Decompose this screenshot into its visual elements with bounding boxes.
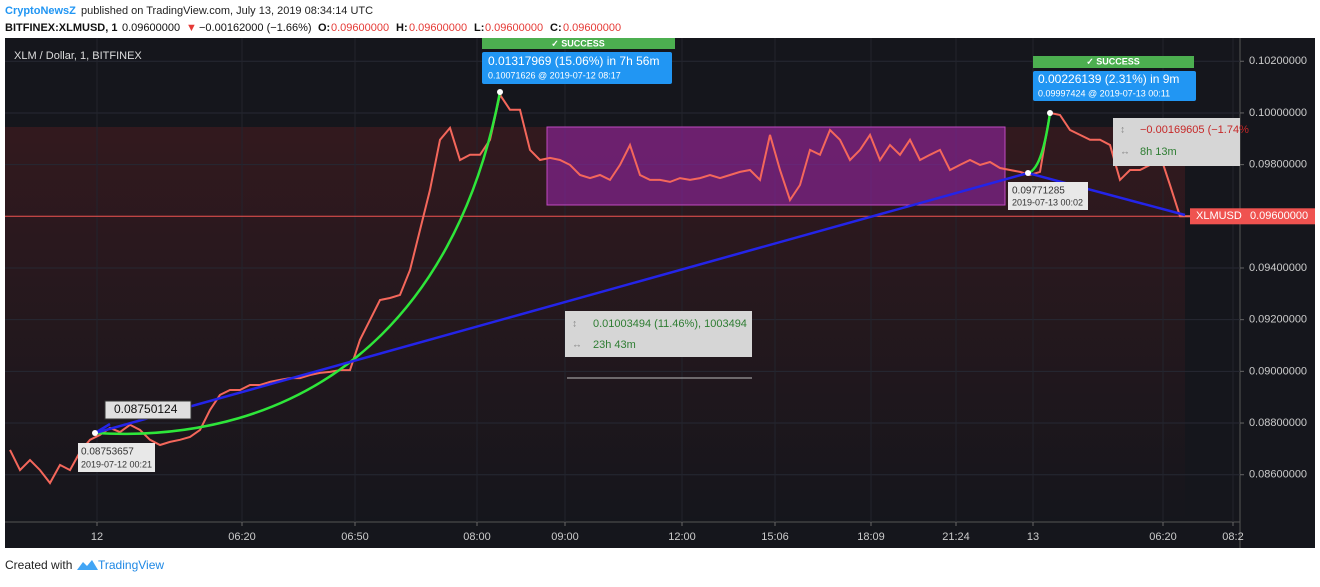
success: ✓ SUCCESS <box>551 38 605 48</box>
success-box <box>1033 56 1194 68</box>
footer-bg <box>0 548 1320 582</box>
measure-box <box>1113 118 1240 166</box>
x-tick-label: 06:50 <box>341 531 369 543</box>
price-label: 0.09600000 <box>1250 210 1308 222</box>
logo <box>77 560 98 570</box>
arrow: ▼ <box>186 22 197 34</box>
target: 0.10071626 @ 2019-07-12 08:17 <box>488 70 621 80</box>
y-tick-label: 0.09400000 <box>1249 262 1307 274</box>
price-series <box>9 92 1190 485</box>
measure-span: 8h 13m <box>1140 146 1177 158</box>
close: 0.09600000 <box>563 22 621 34</box>
y-tick-label: 0.08600000 <box>1249 469 1307 481</box>
x-tick-label: 12 <box>91 531 103 543</box>
legend: XLM / Dollar, 1, BITFINEX <box>14 50 142 62</box>
high: 0.09600000 <box>409 22 467 34</box>
symbol: BITFINEX:XLMUSD, 1 <box>5 22 117 34</box>
point <box>1047 110 1053 116</box>
y-tick-label: 0.10000000 <box>1249 107 1307 119</box>
series <box>5 92 1240 485</box>
curve <box>1027 112 1052 175</box>
measure-range: 0.01003494 (11.46%), 1003494 <box>593 318 747 330</box>
x-tick-label: 21:24 <box>942 531 970 543</box>
gain: 0.01317969 (15.06%) in 7h 56m <box>488 54 659 68</box>
x-tick-label: 12:00 <box>668 531 696 543</box>
published: published on TradingView.com, July 13, 2… <box>81 5 373 17</box>
x-tick-label: 06:20 <box>228 531 256 543</box>
c-label: C: <box>550 22 562 34</box>
open: 0.09600000 <box>331 22 389 34</box>
label-box <box>78 443 155 472</box>
brand: TradingView <box>98 558 164 572</box>
cursor-price: 0.08750124 <box>114 402 178 416</box>
o-label: O: <box>318 22 330 34</box>
y-tick-label: 0.09800000 <box>1249 159 1307 171</box>
measure-range: −0.00169605 (−1.74% <box>1140 124 1249 136</box>
icon: ↕ <box>572 319 577 330</box>
price: 0.09600000 <box>122 22 180 34</box>
gain: 0.00226139 (2.31%) in 9m <box>1038 72 1179 86</box>
h-label: H: <box>396 22 408 34</box>
target-box <box>482 52 672 84</box>
y-tick-label: 0.10200000 <box>1249 55 1307 67</box>
x-tick-label: 18:09 <box>857 531 885 543</box>
curve <box>94 91 502 436</box>
icon: ↕ <box>1120 125 1125 136</box>
created: Created with <box>5 558 72 572</box>
low: 0.09600000 <box>485 22 543 34</box>
x-tick-label: 13 <box>1027 531 1039 543</box>
y-tick-label: 0.08800000 <box>1249 417 1307 429</box>
price-name: XLMUSD <box>1196 210 1242 222</box>
x-tick-label: 09:00 <box>551 531 579 543</box>
mid-date: 2019-07-13 00:02 <box>1012 197 1083 207</box>
measure-box <box>565 311 752 357</box>
target-box <box>1033 71 1196 101</box>
y-tick-label: 0.09200000 <box>1249 314 1307 326</box>
icon: ↔ <box>1120 147 1130 158</box>
author: CryptoNewsZ <box>5 5 76 17</box>
change: −0.00162000 (−1.66%) <box>199 22 312 34</box>
point <box>1025 170 1031 176</box>
x-tick-label: 08:00 <box>463 531 491 543</box>
y-tick-label: 0.09000000 <box>1249 365 1307 377</box>
x-tick-label: 08:2 <box>1222 531 1243 543</box>
price-tag <box>1190 208 1315 225</box>
x-tick-label: 15:06 <box>761 531 789 543</box>
cursor-box <box>104 400 192 420</box>
label-box <box>1008 182 1088 210</box>
point <box>497 89 503 95</box>
range-box <box>546 126 1006 206</box>
measure-span: 23h 43m <box>593 339 636 351</box>
start-date: 2019-07-12 00:21 <box>81 459 152 469</box>
icon: ↔ <box>572 340 582 351</box>
start-price: 0.08753657 <box>81 447 134 458</box>
success-box <box>482 38 675 49</box>
mid-price: 0.09771285 <box>1012 186 1065 197</box>
axes: 0.08600000 0.08800000 0.09000000 0.09200000… <box>91 55 1315 543</box>
target: 0.09997424 @ 2019-07-13 00:11 <box>1038 88 1170 98</box>
success: ✓ SUCCESS <box>1086 56 1140 66</box>
x-tick-label: 06:20 <box>1149 531 1177 543</box>
point <box>92 430 98 436</box>
l-label: L: <box>474 22 484 34</box>
